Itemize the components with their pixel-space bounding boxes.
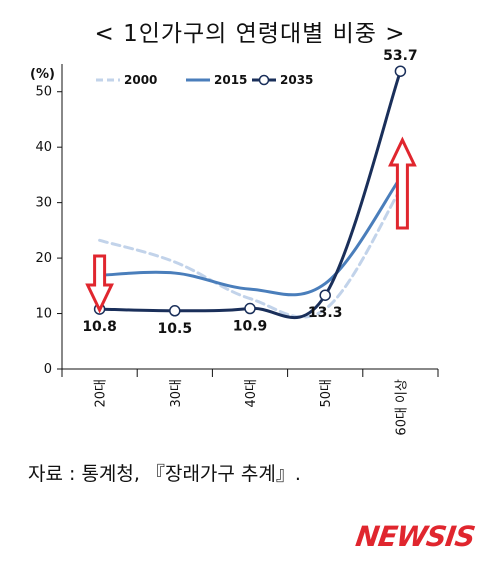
y-tick-label: 0 [44, 362, 52, 377]
y-tick-label: 40 [35, 140, 52, 155]
x-tick-label: 30대 [169, 379, 184, 408]
source-note: 자료 : 통계청, 『장래가구 추계』. [28, 463, 301, 485]
annotation-arrows [85, 136, 417, 314]
data-point-marker [319, 289, 331, 301]
data-label: 13.3 [308, 305, 343, 321]
y-tick-label: 20 [35, 251, 52, 266]
legend: 2000 2015 2035 [96, 73, 313, 87]
data-point-marker [169, 305, 181, 317]
data-label: 10.5 [158, 321, 193, 337]
legend-label: 2000 [124, 73, 157, 87]
data-label: 10.9 [233, 319, 268, 335]
legend-label: 2015 [214, 73, 247, 87]
chart-title: < 1인가구의 연령대별 비중 > [94, 21, 406, 47]
axes [57, 64, 439, 377]
arrow-up-icon [388, 136, 417, 230]
x-tick-label: 50대 [319, 379, 334, 408]
data-labels: 10.8 10.5 10.9 13.3 53.7 [82, 48, 417, 337]
x-tick-label: 40대 [244, 379, 259, 408]
y-axis-unit: (%) [30, 67, 55, 82]
y-tick-label: 30 [35, 196, 52, 211]
newsis-logo: NEWSIS [353, 520, 477, 553]
x-tick-label: 60대 이상 [394, 379, 409, 436]
series-markers [93, 65, 407, 317]
data-label: 53.7 [383, 48, 418, 64]
data-label: 10.8 [82, 319, 117, 335]
series-line-2035 [98, 69, 402, 319]
series-line-2015 [98, 176, 402, 297]
series-lines [98, 69, 402, 319]
y-tick-label: 50 [35, 85, 52, 100]
tick-labels: 0 10 20 30 40 50 (%) 20대 30대 40대 50대 60대 이상 [30, 67, 409, 436]
x-tick-label: 20대 [94, 379, 109, 408]
arrow-down-icon [85, 254, 114, 314]
data-point-marker [244, 302, 256, 315]
legend-marker [258, 74, 270, 86]
y-tick-label: 10 [35, 307, 52, 322]
legend-label: 2035 [280, 73, 313, 87]
data-point-marker [394, 65, 407, 77]
series-line-2000 [98, 187, 402, 319]
